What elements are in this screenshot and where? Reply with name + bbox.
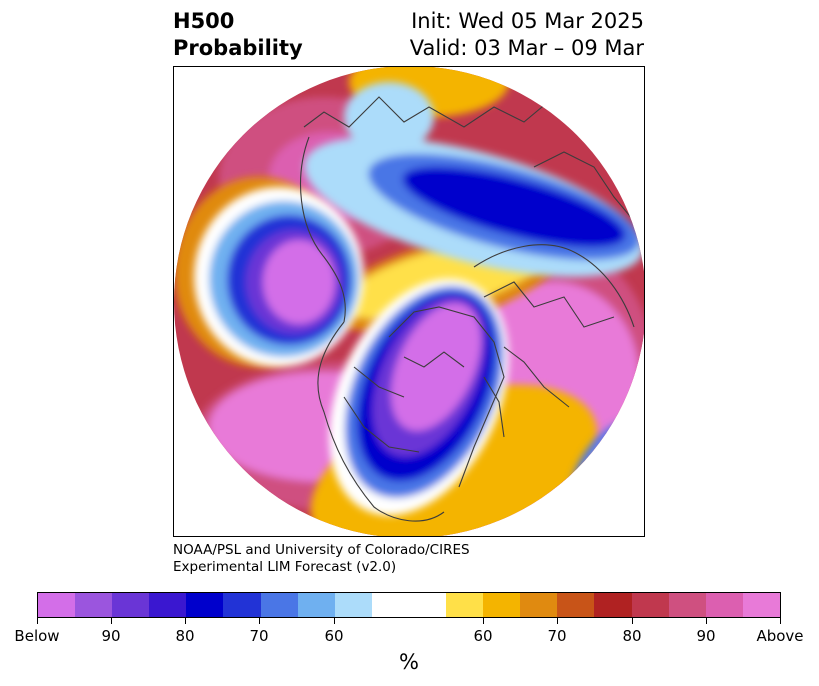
colorbar-swatch (668, 593, 706, 617)
colorbar-tick-label: Below (14, 627, 60, 645)
colorbar-swatch (483, 593, 521, 617)
colorbar-tick-mark (483, 618, 484, 624)
init-date: Init: Wed 05 Mar 2025 (411, 9, 644, 33)
colorbar-swatch (223, 593, 261, 617)
colorbar-tick-mark (557, 618, 558, 624)
title-left: H500 Probability (173, 8, 303, 62)
colorbar-tick-mark (706, 618, 707, 624)
colorbar-tick-mark (185, 618, 186, 624)
field-label: Probability (173, 36, 303, 60)
colorbar-swatch (334, 593, 372, 617)
north-america-trough (329, 278, 509, 516)
colorbar-tick-label: 80 (622, 627, 642, 645)
polar-map-svg (174, 67, 644, 536)
colorbar-swatch (371, 593, 409, 617)
colorbar-tick-label: 60 (324, 627, 344, 645)
colorbar-tick-mark (37, 618, 38, 624)
colorbar-swatch (594, 593, 632, 617)
colorbar-tick-mark (259, 618, 260, 624)
arctic-trough (304, 82, 644, 277)
colorbar-swatch (75, 593, 113, 617)
colorbar-tick-label: 80 (175, 627, 195, 645)
colorbar-swatch (186, 593, 224, 617)
colorbar-tick-label: 60 (473, 627, 493, 645)
credit-line-1: NOAA/PSL and University of Colorado/CIRE… (173, 542, 470, 558)
colorbar-tick-label: 70 (249, 627, 269, 645)
colorbar-swatch (446, 593, 484, 617)
colorbar-swatch (408, 593, 447, 617)
colorbar-tick-label: Above (756, 627, 804, 645)
colorbar-tick-mark (780, 618, 781, 624)
colorbar-tick-label: 90 (696, 627, 716, 645)
colorbar-swatch (705, 593, 743, 617)
variable-label: H500 (173, 9, 235, 33)
colorbar-tick-label: 70 (547, 627, 567, 645)
colorbar-tick-label: 90 (101, 627, 121, 645)
colorbar-swatch (297, 593, 335, 617)
colorbar-swatch (742, 593, 780, 617)
colorbar-tick-mark (111, 618, 112, 624)
colorbar-swatch (38, 593, 76, 617)
colorbar-swatch (557, 593, 595, 617)
credit-line-2: Experimental LIM Forecast (v2.0) (173, 559, 397, 575)
title-right: Init: Wed 05 Mar 2025 Valid: 03 Mar – 09… (410, 8, 644, 62)
colorbar-tick-mark (632, 618, 633, 624)
colorbar-swatch (112, 593, 150, 617)
colorbar-swatch (149, 593, 187, 617)
probability-map (173, 66, 645, 537)
pacific-trough (194, 187, 364, 367)
colorbar-swatch (260, 593, 298, 617)
valid-range: Valid: 03 Mar – 09 Mar (409, 36, 644, 60)
colorbar-tick-mark (334, 618, 335, 624)
colorbar-swatch (520, 593, 558, 617)
colorbar (37, 592, 781, 618)
colorbar-swatch (631, 593, 669, 617)
credit-text: NOAA/PSL and University of Colorado/CIRE… (173, 542, 470, 576)
anomaly-field (174, 67, 644, 536)
colorbar-unit: % (399, 650, 419, 674)
